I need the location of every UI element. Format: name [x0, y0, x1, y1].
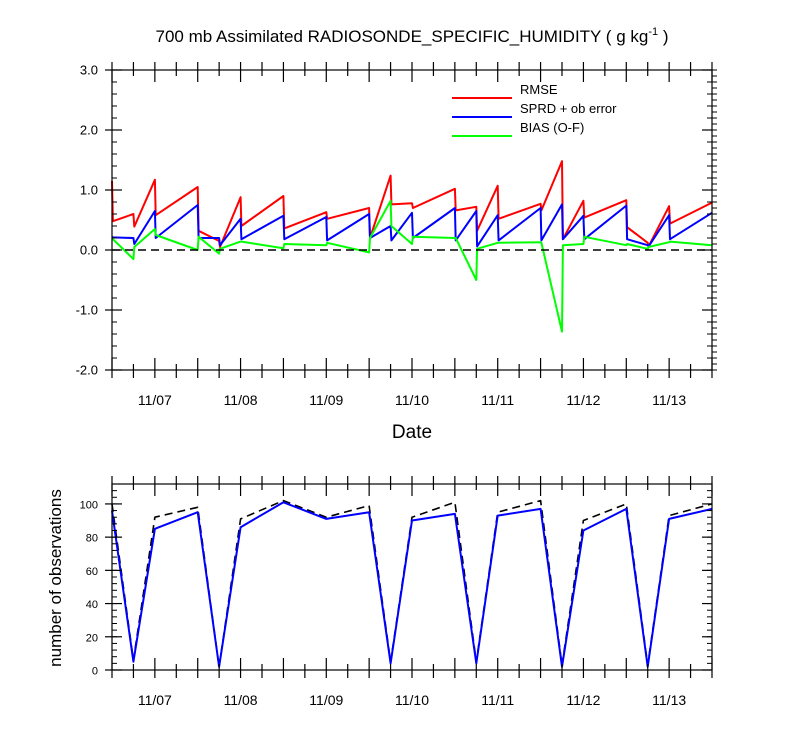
top-ytick-label: -1.0 [76, 303, 98, 318]
bottom-xtick-label: 11/11 [481, 692, 514, 708]
top-xtick-label: 11/10 [395, 392, 429, 408]
x-axis-label: Date [392, 422, 432, 443]
bottom-series-possible [111, 499, 713, 668]
y-axis-label-observations: number of observations [46, 489, 65, 667]
bottom-y-tick-labels: 0 20 40 60 80 100 [80, 499, 98, 677]
bottom-ytick-label: 0 [92, 666, 98, 678]
chart-title-end: ) [658, 27, 668, 46]
chart-title: 700 mb Assimilated RADIOSONDE_SPECIFIC_H… [156, 26, 669, 46]
top-ytick-label: 2.0 [80, 123, 98, 138]
bottom-xtick-label: 11/10 [395, 692, 429, 708]
top-ytick-label: 0.0 [80, 243, 98, 258]
top-series-sprd-ob-error [111, 203, 713, 248]
top-xtick-label: 11/13 [652, 392, 686, 408]
top-y-tick-labels: -2.0 -1.0 0.0 1.0 2.0 3.0 [76, 63, 98, 378]
top-xtick-label: 11/08 [224, 392, 258, 408]
legend-label: RMSE [520, 82, 558, 97]
bottom-xtick-label: 11/07 [138, 692, 172, 708]
bottom-ytick-label: 20 [86, 632, 98, 644]
bottom-ytick-label: 100 [80, 499, 98, 511]
bottom-xtick-label: 11/13 [652, 692, 686, 708]
bottom-x-tick-labels: 11/07 11/08 11/09 11/10 11/11 11/12 11/13 [138, 692, 686, 708]
chart-title-superscript: -1 [648, 26, 658, 38]
chart-title-main: 700 mb Assimilated RADIOSONDE_SPECIFIC_H… [156, 27, 649, 46]
top-panel: 700 mb Assimilated RADIOSONDE_SPECIFIC_H… [76, 26, 717, 443]
bottom-ytick-label: 40 [86, 599, 98, 611]
top-xtick-label: 11/07 [138, 392, 172, 408]
top-ytick-label: -2.0 [76, 363, 98, 378]
top-ytick-label: 3.0 [80, 63, 98, 78]
legend-label: BIAS (O-F) [520, 120, 584, 135]
bottom-ytick-label: 80 [86, 533, 98, 545]
top-ytick-label: 1.0 [80, 183, 98, 198]
top-x-tick-labels: 11/07 11/08 11/09 11/10 11/11 11/12 11/13 [138, 392, 686, 408]
top-xtick-label: 11/11 [481, 392, 514, 408]
top-series-bias-o-f [111, 199, 713, 333]
bottom-xtick-label: 11/08 [224, 692, 258, 708]
top-xtick-label: 11/09 [309, 392, 343, 408]
top-ticks [105, 62, 717, 378]
legend: RMSE SPRD + ob error BIAS (O-F) [452, 82, 617, 137]
bottom-ytick-label: 60 [86, 566, 98, 578]
top-xtick-label: 11/12 [566, 392, 600, 408]
bottom-xtick-label: 11/09 [309, 692, 343, 708]
bottom-xtick-label: 11/12 [566, 692, 600, 708]
legend-label: SPRD + ob error [520, 101, 617, 116]
bottom-series-assimilated [111, 501, 713, 668]
bottom-series-group [111, 499, 713, 668]
top-series-group [111, 160, 713, 333]
bottom-ticks [105, 476, 713, 678]
